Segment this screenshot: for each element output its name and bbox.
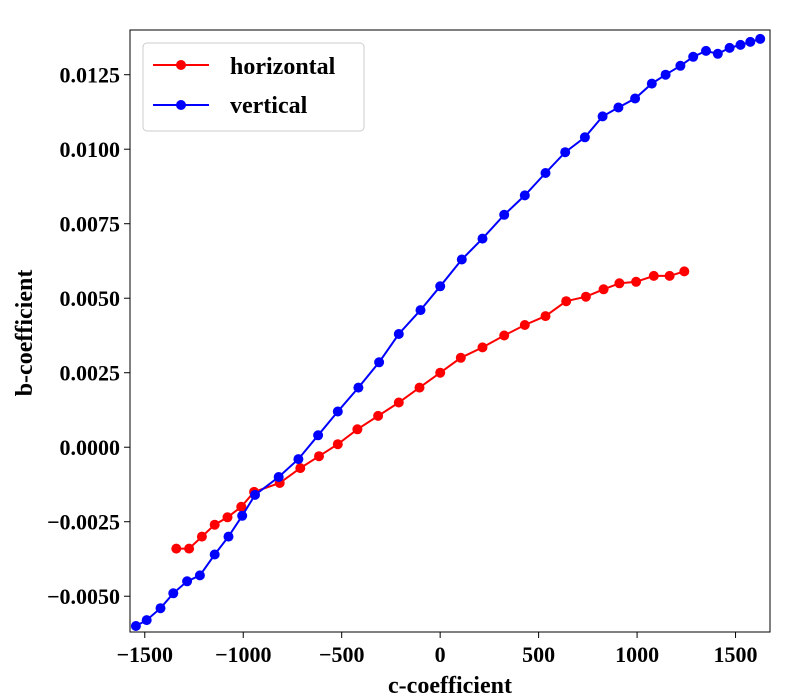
data-point-vertical bbox=[579, 132, 590, 143]
y-tick-label: −0.0050 bbox=[47, 584, 120, 609]
data-point-horizontal bbox=[196, 531, 207, 542]
legend-marker-horizontal bbox=[176, 60, 186, 70]
data-point-vertical bbox=[613, 102, 624, 113]
data-point-horizontal bbox=[540, 311, 551, 322]
data-point-vertical bbox=[374, 357, 385, 368]
data-point-vertical bbox=[660, 69, 671, 80]
data-point-horizontal bbox=[295, 463, 306, 474]
y-tick-label: 0.0075 bbox=[60, 212, 121, 237]
series-layer bbox=[130, 33, 766, 631]
data-point-vertical bbox=[250, 489, 260, 500]
y-tick-label: 0.0050 bbox=[60, 286, 121, 311]
data-point-vertical bbox=[560, 147, 571, 158]
data-point-horizontal bbox=[679, 266, 690, 277]
data-point-horizontal bbox=[499, 330, 510, 341]
y-tick-label: 0.0100 bbox=[60, 137, 121, 162]
legend-label-vertical: vertical bbox=[230, 93, 308, 119]
data-point-horizontal bbox=[393, 397, 404, 408]
x-tick-label: 1000 bbox=[615, 642, 659, 667]
legend: horizontal vertical bbox=[142, 42, 365, 132]
data-point-horizontal bbox=[598, 284, 609, 295]
series-horizontal bbox=[171, 266, 690, 554]
data-point-horizontal bbox=[332, 439, 343, 450]
data-point-vertical bbox=[724, 42, 735, 53]
data-point-vertical bbox=[688, 51, 699, 62]
data-point-vertical bbox=[712, 48, 723, 59]
data-point-horizontal bbox=[455, 352, 466, 363]
data-point-horizontal bbox=[171, 543, 182, 554]
series-vertical bbox=[130, 33, 766, 631]
data-point-vertical bbox=[646, 78, 657, 89]
data-point-horizontal bbox=[631, 276, 642, 287]
data-point-vertical bbox=[745, 36, 756, 47]
data-point-horizontal bbox=[519, 320, 530, 330]
data-point-horizontal bbox=[373, 410, 384, 421]
data-point-vertical bbox=[540, 168, 551, 178]
data-point-vertical bbox=[209, 549, 220, 560]
data-point-vertical bbox=[182, 576, 193, 587]
x-tick-label: 500 bbox=[522, 642, 555, 667]
y-tick-label: −0.0025 bbox=[47, 510, 120, 535]
data-point-vertical bbox=[313, 430, 324, 441]
data-point-vertical bbox=[393, 329, 404, 339]
data-point-vertical bbox=[630, 93, 641, 104]
data-point-vertical bbox=[456, 254, 467, 265]
y-axis: −0.0050 −0.0025 0.0000 0.0025 0.0050 0.0075 0.… bbox=[47, 63, 130, 609]
data-point-horizontal bbox=[184, 543, 195, 554]
data-point-horizontal bbox=[648, 270, 659, 281]
data-point-vertical bbox=[477, 233, 488, 244]
x-axis-label: c-coefficient bbox=[388, 673, 512, 699]
data-point-horizontal bbox=[664, 270, 675, 281]
x-tick-label: −500 bbox=[319, 642, 365, 667]
data-point-vertical bbox=[735, 39, 746, 50]
data-point-vertical bbox=[519, 190, 530, 201]
x-tick-label: −1500 bbox=[116, 642, 173, 667]
legend-label-horizontal: horizontal bbox=[230, 54, 336, 80]
data-point-vertical bbox=[130, 621, 141, 631]
data-point-horizontal bbox=[580, 291, 591, 302]
data-point-vertical bbox=[273, 472, 284, 482]
data-point-horizontal bbox=[209, 519, 220, 530]
data-point-horizontal bbox=[414, 382, 425, 393]
data-point-vertical bbox=[353, 382, 364, 393]
data-point-vertical bbox=[332, 406, 343, 417]
x-tick-label: 1500 bbox=[714, 642, 758, 667]
data-point-vertical bbox=[597, 111, 608, 122]
data-point-vertical bbox=[701, 45, 711, 56]
data-point-vertical bbox=[194, 570, 205, 581]
data-point-horizontal bbox=[614, 278, 625, 289]
data-point-vertical bbox=[237, 510, 248, 521]
data-point-vertical bbox=[168, 588, 179, 599]
data-point-vertical bbox=[415, 305, 426, 316]
data-point-horizontal bbox=[236, 501, 247, 512]
x-axis: −1500 −1000 −500 0 500 1000 1500 bbox=[116, 632, 758, 667]
data-point-vertical bbox=[499, 209, 510, 220]
data-point-horizontal bbox=[435, 367, 446, 378]
data-point-vertical bbox=[223, 531, 234, 542]
data-point-vertical bbox=[293, 454, 304, 465]
data-point-horizontal bbox=[561, 296, 572, 307]
data-point-horizontal bbox=[222, 512, 233, 523]
data-point-vertical bbox=[435, 281, 446, 292]
y-axis-label: b-coefficient bbox=[12, 270, 38, 397]
data-point-horizontal bbox=[477, 342, 488, 353]
y-tick-label: 0.0000 bbox=[60, 435, 121, 460]
data-point-vertical bbox=[675, 60, 686, 71]
data-point-horizontal bbox=[314, 451, 324, 462]
data-point-horizontal bbox=[352, 424, 363, 435]
data-point-vertical bbox=[755, 33, 766, 44]
legend-marker-vertical bbox=[176, 100, 186, 110]
data-point-vertical bbox=[141, 615, 152, 626]
data-point-vertical bbox=[155, 603, 166, 614]
y-tick-label: 0.0125 bbox=[60, 63, 121, 88]
x-tick-label: 0 bbox=[435, 642, 446, 667]
x-tick-label: −1000 bbox=[215, 642, 272, 667]
y-tick-label: 0.0025 bbox=[60, 361, 121, 386]
